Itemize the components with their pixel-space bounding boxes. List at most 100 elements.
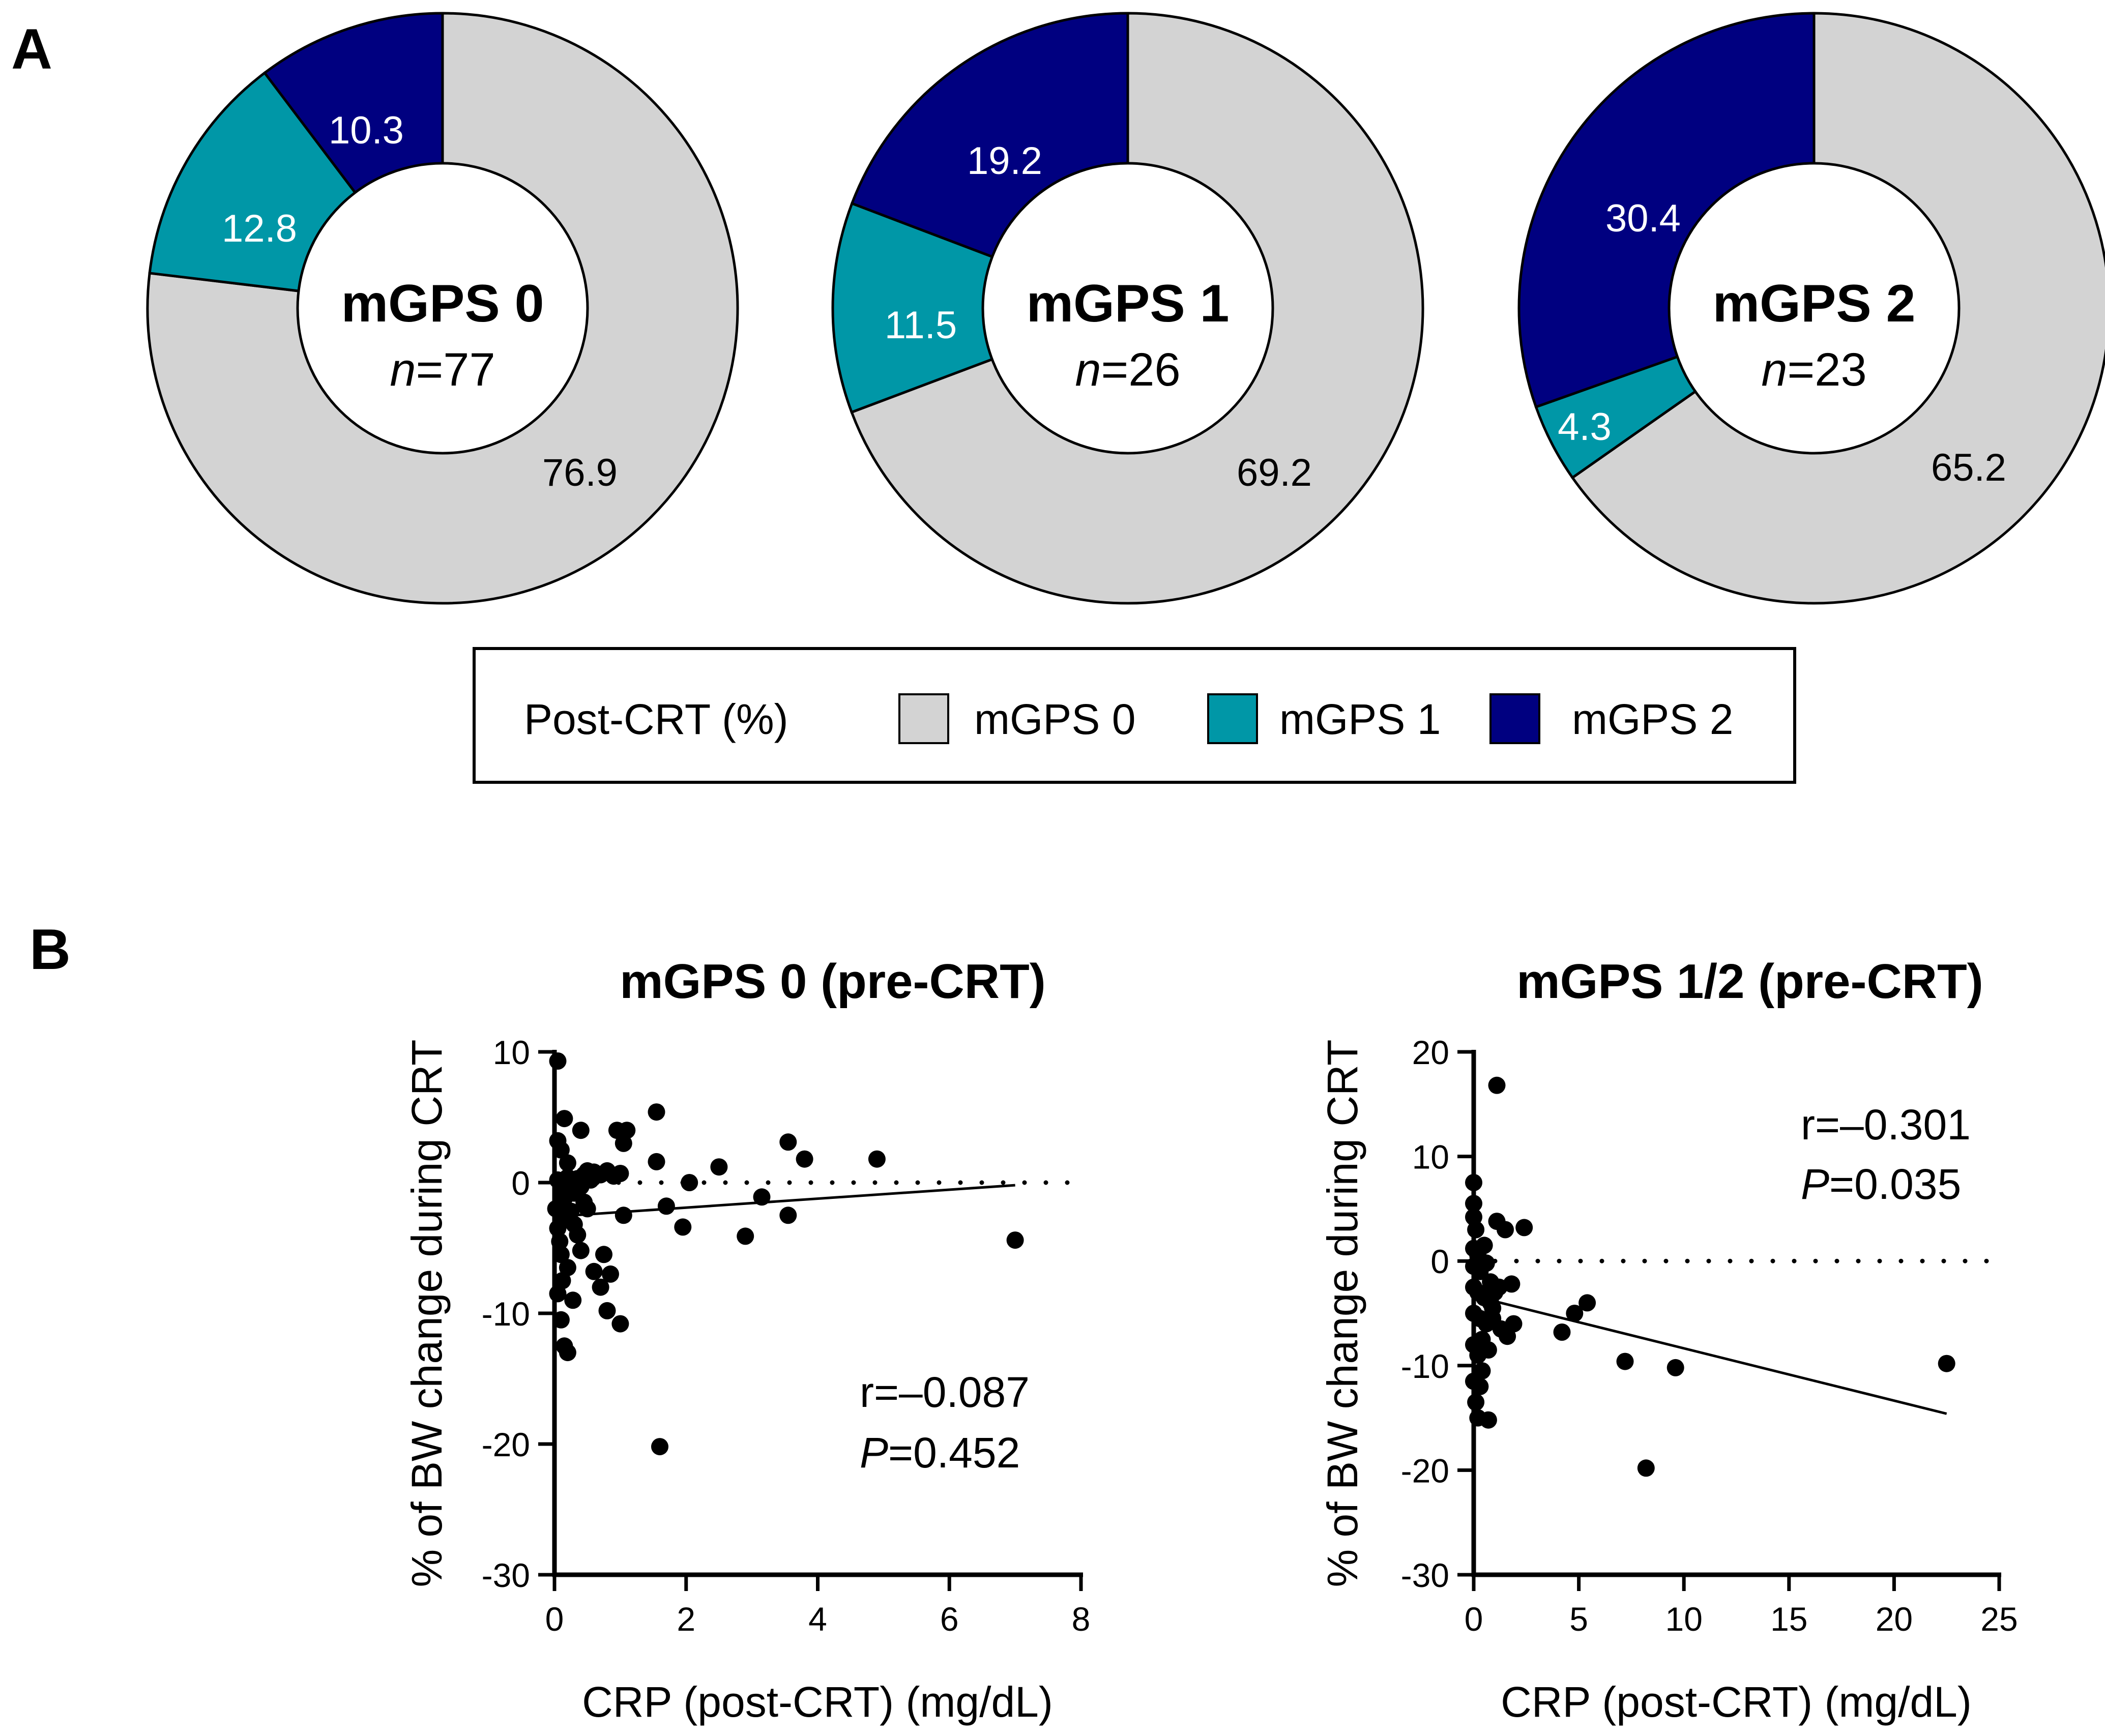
donut-n: n=77 bbox=[390, 344, 495, 396]
y-tick-label: -30 bbox=[482, 1556, 530, 1594]
data-point bbox=[1616, 1352, 1634, 1370]
data-point bbox=[611, 1315, 629, 1333]
donut-n: n=26 bbox=[1075, 344, 1180, 396]
scatter-chart-mgps0: mGPS 0 (pre-CRT) % of BW change during C… bbox=[403, 954, 1090, 1726]
data-point bbox=[618, 1122, 636, 1139]
data-point bbox=[602, 1265, 619, 1283]
donut-chart-mgps2: mGPS 2 n=23 65.2 4.3 30.4 bbox=[1517, 12, 2105, 605]
regression-line bbox=[1484, 1297, 1947, 1415]
data-point bbox=[1578, 1294, 1596, 1312]
data-point bbox=[753, 1188, 771, 1206]
chart-title: mGPS 0 (pre-CRT) bbox=[620, 954, 1045, 1009]
data-point bbox=[1497, 1221, 1514, 1239]
legend-item-mgps0: mGPS 0 bbox=[974, 695, 1135, 743]
data-point bbox=[651, 1438, 668, 1456]
slice-label-mgps2: 19.2 bbox=[967, 139, 1042, 183]
data-point bbox=[1479, 1411, 1497, 1429]
data-point bbox=[595, 1246, 612, 1263]
y-tick-label: 10 bbox=[493, 1034, 530, 1071]
x-tick-label: 5 bbox=[1569, 1600, 1588, 1638]
donut-slice-mgps1 bbox=[831, 201, 1132, 414]
legend-swatch-mgps1 bbox=[1207, 693, 1258, 744]
y-tick-label: -20 bbox=[1401, 1452, 1449, 1489]
data-point bbox=[562, 1202, 580, 1220]
data-point bbox=[1503, 1275, 1521, 1293]
data-point bbox=[553, 1272, 571, 1289]
stats-r: r=–0.087 bbox=[860, 1368, 1030, 1416]
data-point bbox=[1488, 1076, 1506, 1094]
data-point bbox=[737, 1227, 754, 1245]
x-tick-label: 20 bbox=[1876, 1600, 1913, 1638]
data-point bbox=[559, 1154, 576, 1172]
x-tick-label: 0 bbox=[1465, 1600, 1483, 1638]
data-point bbox=[1473, 1331, 1491, 1348]
data-point bbox=[1477, 1254, 1495, 1272]
data-point bbox=[615, 1134, 632, 1152]
x-axis-label: CRP (post-CRT) (mg/dL) bbox=[582, 1678, 1053, 1726]
data-point bbox=[1515, 1219, 1533, 1237]
donut-n: n=23 bbox=[1761, 344, 1866, 396]
y-tick-label: 10 bbox=[1412, 1138, 1449, 1176]
data-point bbox=[556, 1110, 573, 1128]
slice-label-mgps0: 69.2 bbox=[1237, 451, 1312, 494]
data-point bbox=[585, 1262, 603, 1280]
y-axis-label: % of BW change during CRT bbox=[403, 1040, 451, 1587]
legend-swatch-mgps2 bbox=[1489, 693, 1540, 744]
data-point bbox=[549, 1052, 567, 1070]
panel-label-b: B bbox=[30, 918, 71, 981]
data-point bbox=[572, 1122, 590, 1139]
y-tick-label: -20 bbox=[482, 1426, 530, 1463]
legend: Post-CRT (%) mGPS 0 mGPS 1 mGPS 2 bbox=[473, 647, 1796, 784]
donut-chart-mgps0: mGPS 0 n=77 76.9 12.8 10.3 bbox=[146, 12, 739, 605]
data-point bbox=[1006, 1231, 1024, 1249]
scatter-chart-mgps12: mGPS 1/2 (pre-CRT) % of BW change during… bbox=[1319, 954, 2018, 1726]
donut-hole bbox=[981, 162, 1274, 455]
slice-label-mgps1: 11.5 bbox=[885, 304, 957, 347]
y-axis-label: % of BW change during CRT bbox=[1319, 1040, 1366, 1587]
y-tick-label: -10 bbox=[482, 1295, 530, 1333]
data-point bbox=[1505, 1315, 1523, 1333]
data-point bbox=[657, 1197, 675, 1215]
data-point bbox=[648, 1153, 665, 1170]
data-point bbox=[569, 1226, 587, 1244]
chart-title: mGPS 1/2 (pre-CRT) bbox=[1516, 954, 1983, 1009]
data-point bbox=[1938, 1355, 1955, 1372]
donut-hole bbox=[296, 162, 589, 455]
x-tick-label: 15 bbox=[1770, 1600, 1807, 1638]
data-point bbox=[1484, 1299, 1502, 1317]
slice-label-mgps0: 76.9 bbox=[542, 451, 618, 494]
stats-p: P=0.035 bbox=[1801, 1160, 1961, 1208]
data-point bbox=[615, 1207, 632, 1224]
data-point bbox=[598, 1302, 616, 1319]
stats-r: r=–0.301 bbox=[1801, 1101, 1971, 1149]
x-tick-label: 25 bbox=[1980, 1600, 2018, 1638]
x-tick-label: 0 bbox=[545, 1600, 564, 1638]
legend-item-mgps2: mGPS 2 bbox=[1572, 695, 1733, 743]
regression-line bbox=[554, 1184, 1015, 1218]
data-point bbox=[674, 1218, 692, 1236]
slice-label-mgps0: 65.2 bbox=[1931, 446, 2006, 489]
x-tick-label: 2 bbox=[677, 1600, 695, 1638]
data-point bbox=[868, 1150, 886, 1168]
y-tick-label: 0 bbox=[511, 1164, 530, 1202]
stats-p: P=0.452 bbox=[860, 1429, 1020, 1477]
panel-label-a: A bbox=[11, 17, 52, 81]
y-tick-label: -30 bbox=[1401, 1556, 1449, 1594]
x-axis-label: CRP (post-CRT) (mg/dL) bbox=[1501, 1678, 1972, 1726]
data-point bbox=[575, 1193, 593, 1211]
y-tick-label: -10 bbox=[1401, 1347, 1449, 1385]
slice-label-mgps1: 4.3 bbox=[1558, 405, 1612, 449]
x-tick-label: 6 bbox=[940, 1600, 959, 1638]
slice-label-mgps2: 10.3 bbox=[329, 109, 404, 152]
data-point bbox=[572, 1242, 590, 1259]
donut-title: mGPS 1 bbox=[1027, 274, 1230, 333]
data-point bbox=[1553, 1323, 1571, 1341]
donut-title: mGPS 2 bbox=[1713, 274, 1916, 333]
data-point bbox=[648, 1103, 665, 1121]
data-point bbox=[1637, 1459, 1655, 1477]
donut-chart-mgps1: mGPS 1 n=26 69.2 11.5 19.2 bbox=[831, 12, 1424, 605]
x-tick-label: 4 bbox=[808, 1600, 827, 1638]
donut-hole bbox=[1668, 162, 1961, 455]
donut-title: mGPS 0 bbox=[341, 274, 544, 333]
